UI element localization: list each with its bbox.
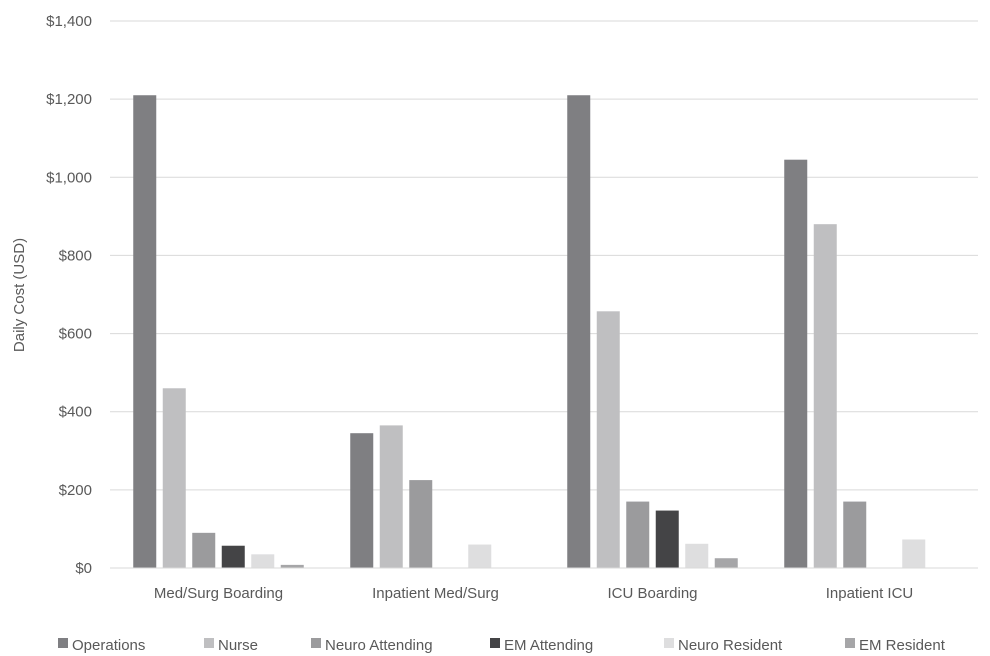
legend-swatch [204,638,214,648]
bar [685,543,709,568]
y-axis-ticks: $0 $200 $400 $600 $800 $1,000 $1,200 $1,400 [46,13,92,577]
x-axis-categories: Med/Surg Boarding Inpatient Med/Surg ICU B… [154,585,913,602]
bar [379,425,403,568]
x-category-label: ICU Boarding [607,585,697,602]
y-tick-label: $800 [59,247,92,264]
bars [133,95,926,569]
bar [162,388,186,568]
bar [626,501,650,568]
y-axis-label: Daily Cost (USD) [11,238,28,352]
y-tick-label: $1,000 [46,169,92,186]
x-category-label: Med/Surg Boarding [154,585,283,602]
bar [221,545,245,568]
legend-swatch [311,638,321,648]
legend-swatch [845,638,855,648]
bar [784,159,808,569]
y-tick-label: $200 [59,482,92,499]
legend-label: EM Resident [859,637,946,654]
bar [251,554,275,568]
bar [813,224,837,568]
y-tick-label: $0 [75,560,92,577]
bar [902,539,926,568]
bar [596,311,620,568]
bar [567,95,591,568]
legend-swatch [664,638,674,648]
bar [655,510,679,568]
gridlines [110,20,978,491]
bar [468,544,492,568]
bar [350,433,374,568]
bar [133,95,157,568]
y-tick-label: $1,400 [46,13,92,30]
x-category-label: Inpatient Med/Surg [372,585,499,602]
bar [192,532,216,568]
legend-label: Nurse [218,637,258,654]
bar [280,564,304,568]
y-tick-label: $400 [59,404,92,421]
y-tick-label: $1,200 [46,91,92,108]
bar [409,480,433,568]
y-tick-label: $600 [59,326,92,343]
legend-label: Neuro Resident [678,637,783,654]
legend-label: EM Attending [504,637,593,654]
legend-label: Operations [72,637,145,654]
legend-swatch [58,638,68,648]
legend: Operations Nurse Neuro Attending EM Attendi… [58,637,946,654]
x-category-label: Inpatient ICU [826,585,914,602]
bar [714,558,738,568]
bar [843,501,867,568]
legend-swatch [490,638,500,648]
legend-label: Neuro Attending [325,637,433,654]
